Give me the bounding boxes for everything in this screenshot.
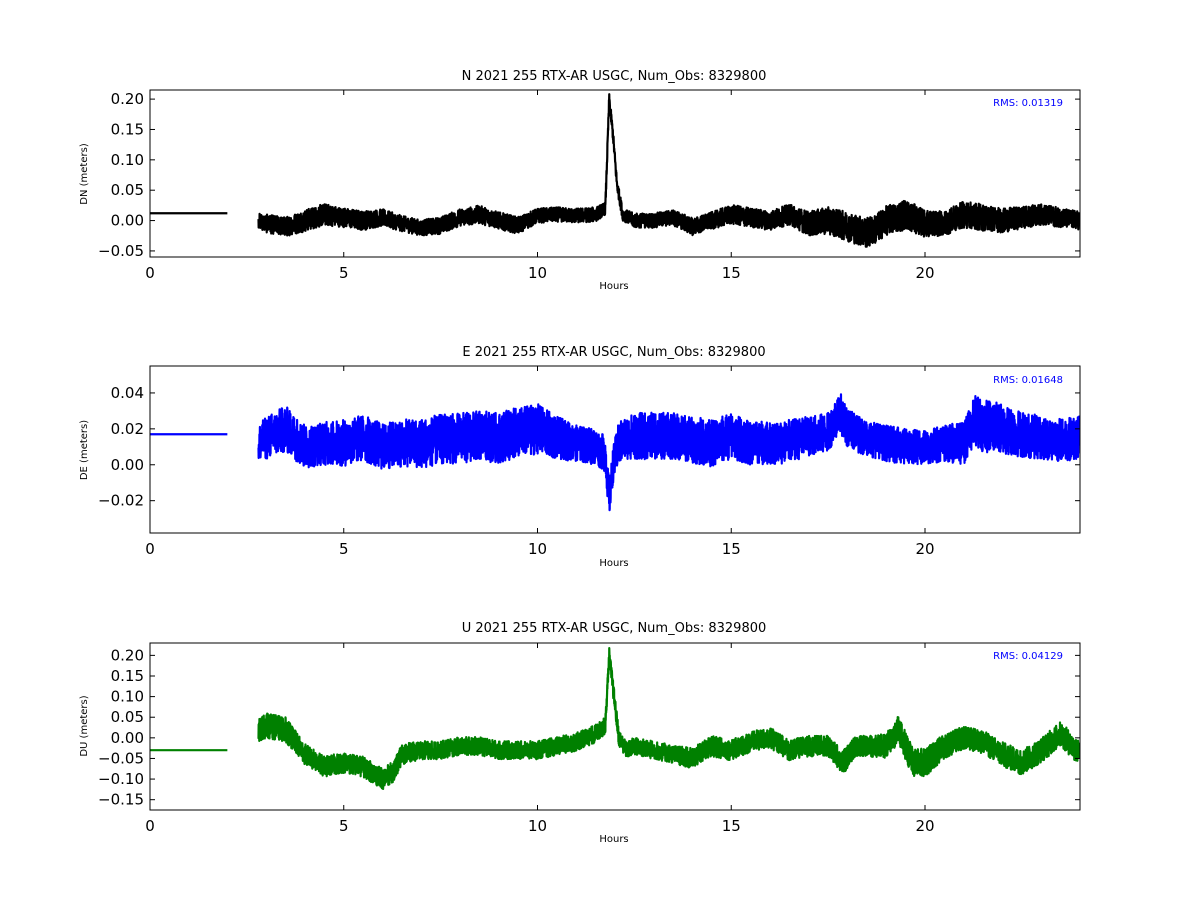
- panel-e-ytick-label: 0.02: [111, 420, 144, 438]
- panel-e-title: E 2021 255 RTX-AR USGC, Num_Obs: 8329800: [462, 345, 765, 360]
- panel-n-ytick-label: 0.10: [111, 151, 144, 169]
- panel-e: E 2021 255 RTX-AR USGC, Num_Obs: 8329800…: [79, 345, 1081, 569]
- panel-u-ytick-label: 0.20: [111, 646, 144, 664]
- panel-e-xlabel: Hours: [599, 558, 628, 569]
- panel-n-xtick-label: 10: [528, 264, 547, 282]
- panel-u-ytick-label: 0.05: [111, 708, 144, 726]
- panel-n-ytick-label: 0.00: [111, 212, 144, 230]
- panel-u-xtick-label: 5: [339, 817, 349, 835]
- panel-n-xtick-label: 15: [722, 264, 741, 282]
- panel-u-series-line: [150, 647, 1080, 791]
- panel-n-ytick-label: 0.15: [111, 120, 144, 138]
- panel-e-xtick-label: 10: [528, 540, 547, 558]
- panel-u-xtick-label: 10: [528, 817, 547, 835]
- panel-n-xtick-label: 20: [915, 264, 934, 282]
- panel-n-rms-annotation: RMS: 0.01319: [993, 98, 1063, 109]
- panel-u-rms-annotation: RMS: 0.04129: [993, 651, 1063, 662]
- panel-e-series-group: [150, 393, 1080, 512]
- panel-n-series-line: [150, 93, 1080, 248]
- panel-n-title: N 2021 255 RTX-AR USGC, Num_Obs: 8329800: [462, 69, 767, 84]
- panel-n-xtick-label: 0: [145, 264, 155, 282]
- panel-u-xtick-label: 0: [145, 817, 155, 835]
- panel-n-xlabel: Hours: [599, 281, 628, 292]
- panel-e-ytick-label: 0.00: [111, 456, 144, 474]
- panel-u-series-group: [150, 647, 1080, 791]
- panel-u-xlabel: Hours: [599, 834, 628, 845]
- panel-u-ytick-label: 0.00: [111, 729, 144, 747]
- panel-n-plot: 0 5 10 15 20 −0.05 0.00 0.05 0.10 0.15 0.20: [98, 89, 1081, 282]
- panel-e-ytick-label: −0.02: [98, 492, 144, 510]
- panel-n: N 2021 255 RTX-AR USGC, Num_Obs: 8329800…: [79, 69, 1081, 292]
- panel-e-ytick-label: 0.04: [111, 384, 144, 402]
- panel-u-xtick-label: 15: [722, 817, 741, 835]
- panel-u-plot: 0 5 10 15 20 −0.15 −0.10 −0.05 0.00 0.05 0.10 0.15 0…: [98, 642, 1081, 835]
- panel-e-xtick-label: 15: [722, 540, 741, 558]
- panel-e-xtick-label: 5: [339, 540, 349, 558]
- panel-e-series-line: [150, 393, 1080, 512]
- panel-e-axes-frame: [149, 365, 1081, 534]
- panel-u-ytick-label: −0.10: [98, 770, 144, 788]
- panel-e-rms-annotation: RMS: 0.01648: [993, 375, 1063, 386]
- panel-n-axes-frame: [149, 89, 1081, 258]
- panel-e-plot: 0 5 10 15 20 −0.02 0.00 0.02 0.04: [98, 365, 1081, 558]
- panel-u-axes-frame: [149, 642, 1081, 811]
- panel-u-title: U 2021 255 RTX-AR USGC, Num_Obs: 8329800: [462, 621, 767, 636]
- panel-n-ytick-label: 0.20: [111, 90, 144, 108]
- panel-e-xtick-label: 0: [145, 540, 155, 558]
- panel-u-ytick-label: 0.15: [111, 667, 144, 685]
- panel-e-xtick-label: 20: [915, 540, 934, 558]
- panel-u-ytick-label: −0.05: [98, 749, 144, 767]
- panel-n-ytick-label: 0.05: [111, 181, 144, 199]
- panel-n-ylabel: DN (meters): [79, 143, 90, 205]
- panel-u-ytick-label: 0.10: [111, 688, 144, 706]
- panel-e-ylabel: DE (meters): [79, 420, 90, 480]
- panel-u-xtick-label: 20: [915, 817, 934, 835]
- panel-u-ytick-label: −0.15: [98, 791, 144, 809]
- panel-n-xtick-label: 5: [339, 264, 349, 282]
- panel-n-series-group: [150, 93, 1080, 248]
- panel-u: U 2021 255 RTX-AR USGC, Num_Obs: 8329800…: [79, 621, 1081, 845]
- panel-n-ytick-label: −0.05: [98, 242, 144, 260]
- panel-u-ylabel: DU (meters): [79, 695, 90, 756]
